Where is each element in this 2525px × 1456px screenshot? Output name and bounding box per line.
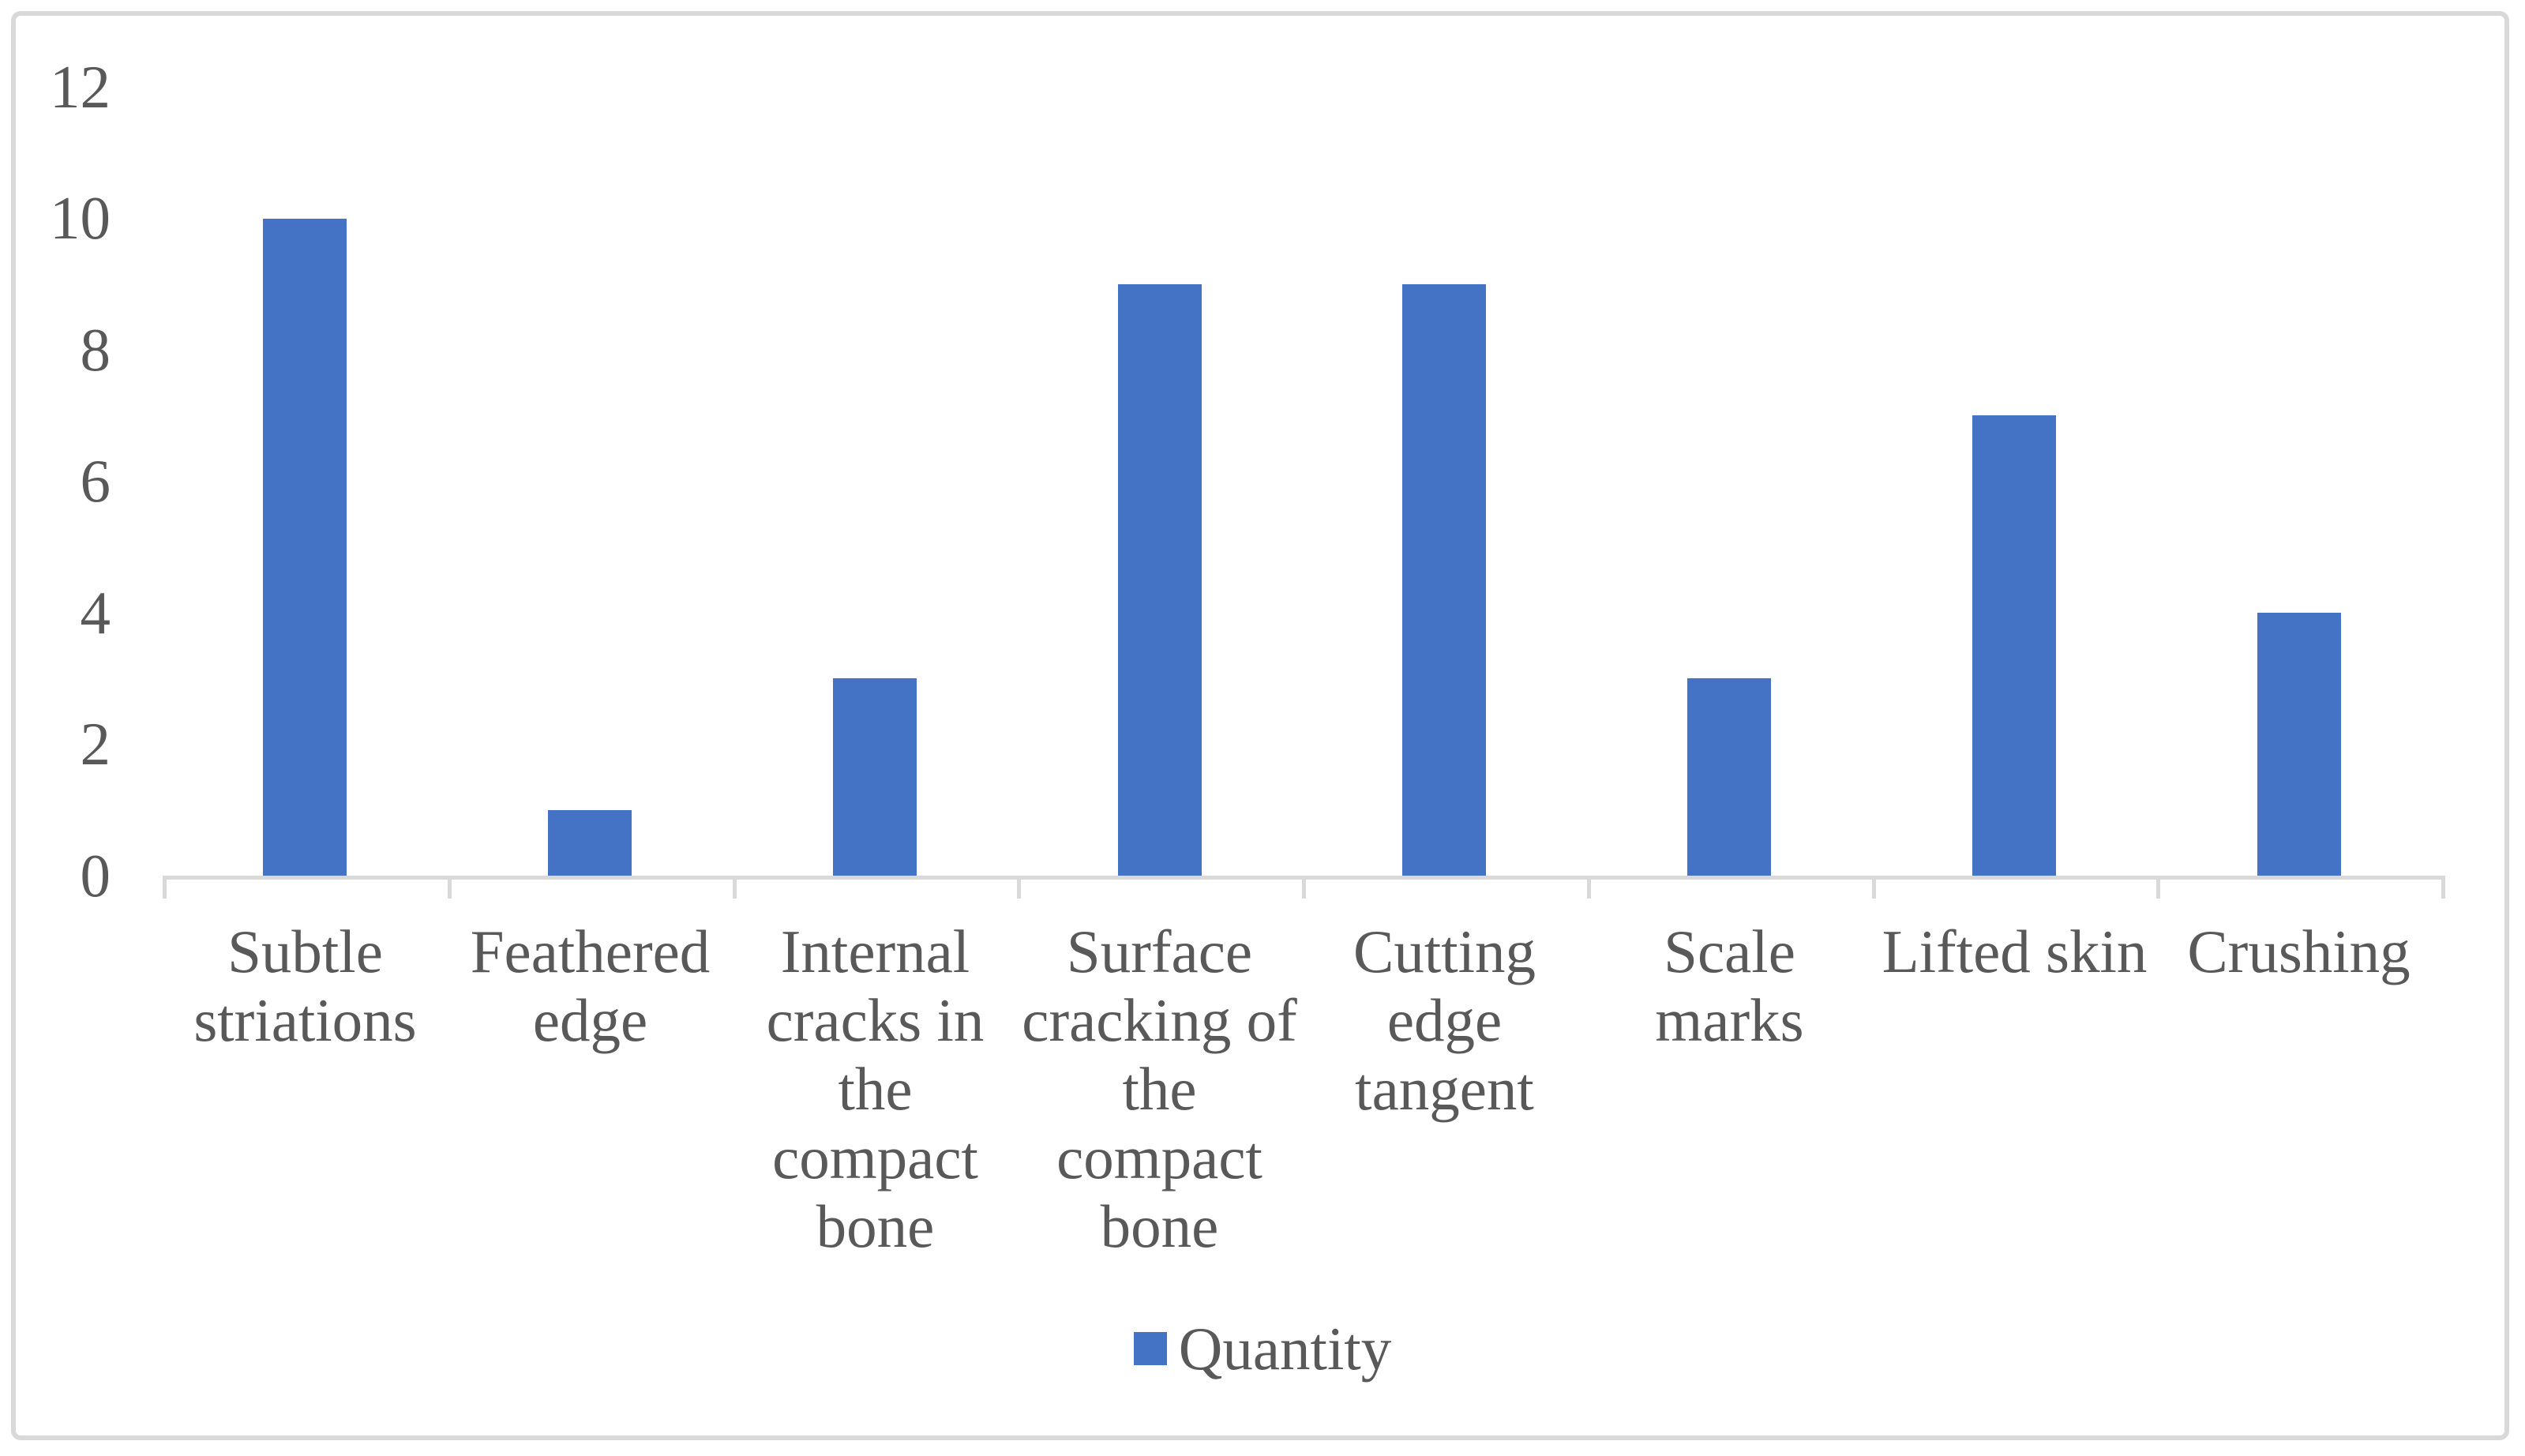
y-axis-tick-label: 0 xyxy=(80,841,111,910)
x-axis-tick-mark xyxy=(1872,876,1876,899)
legend-label: Quantity xyxy=(1178,1315,1392,1383)
chart-figure-border xyxy=(11,11,2509,1440)
x-axis-tick-mark xyxy=(2156,876,2160,899)
x-axis-label-line: bone xyxy=(816,1192,935,1260)
x-axis-tick-mark xyxy=(733,876,737,899)
x-axis-label-line: cracks in xyxy=(766,986,985,1054)
x-axis-label-line: edge xyxy=(532,986,648,1054)
x-axis-tick-mark xyxy=(2441,876,2445,899)
x-axis-category-label: Internal cracks in the compact bone xyxy=(733,918,1018,1261)
bar-internal-cracks-in-the-compact-bone xyxy=(833,678,917,876)
x-axis-label-line: Scale xyxy=(1664,918,1795,985)
x-axis-label-line: bone xyxy=(1100,1192,1219,1260)
bar-feathered-edge xyxy=(548,809,632,876)
x-axis-label-line: tangent xyxy=(1355,1055,1534,1123)
x-axis-tick-mark xyxy=(448,876,452,899)
bar-subtle-striations xyxy=(263,218,347,876)
x-axis-tick-mark xyxy=(1017,876,1021,899)
legend-swatch-icon xyxy=(1133,1332,1167,1365)
y-axis-tick-label: 2 xyxy=(80,710,111,778)
x-axis-label-line: cracking of xyxy=(1022,986,1297,1054)
x-axis-label-line: Internal xyxy=(780,918,970,985)
x-axis-label-line: Cutting xyxy=(1353,918,1536,985)
y-axis-tick-label: 4 xyxy=(80,578,111,647)
x-axis-tick-mark xyxy=(1587,876,1591,899)
x-axis-label-line: compact xyxy=(772,1124,978,1191)
x-axis-category-label: Surface cracking of the compact bone xyxy=(1017,918,1302,1261)
x-axis-label-line: the xyxy=(1122,1055,1197,1123)
x-axis-label-line: Feathered xyxy=(470,918,711,985)
x-axis-category-label: Lifted skin xyxy=(1872,918,2157,986)
x-axis-tick-mark xyxy=(163,876,167,899)
y-axis-tick-label: 8 xyxy=(80,315,111,384)
x-axis-label-line: Crushing xyxy=(2187,918,2411,985)
y-axis-tick-label: 10 xyxy=(50,184,111,252)
x-axis-label-line: marks xyxy=(1655,986,1804,1054)
x-axis-category-label: Feathered edge xyxy=(448,918,733,1055)
legend: Quantity xyxy=(0,1317,2525,1380)
y-axis-tick-label: 6 xyxy=(80,447,111,515)
bar-scale-marks xyxy=(1687,678,1771,876)
x-axis-label-line: edge xyxy=(1386,986,1503,1054)
x-axis-label-line: compact xyxy=(1056,1124,1262,1191)
x-axis-label-line: Surface xyxy=(1066,918,1253,985)
bar-surface-cracking-of-the-compact-bone xyxy=(1118,283,1202,876)
x-axis-category-label: Subtle striations xyxy=(163,918,448,1055)
x-axis-category-label: Crushing xyxy=(2156,918,2441,986)
x-axis-label-line: striations xyxy=(193,986,417,1054)
x-axis-label-line: the xyxy=(838,1055,913,1123)
x-axis-tick-mark xyxy=(1302,876,1306,899)
y-axis-tick-label: 12 xyxy=(50,52,111,121)
bar-cutting-edge-tangent xyxy=(1402,283,1486,876)
x-axis-category-label: Scale marks xyxy=(1587,918,1872,1055)
bar-crushing xyxy=(2257,613,2341,876)
x-axis-label-line: Subtle xyxy=(227,918,383,985)
x-axis-category-label: Cutting edge tangent xyxy=(1302,918,1587,1124)
bar-lifted-skin xyxy=(1972,415,2056,876)
x-axis-label-line: Lifted skin xyxy=(1882,918,2148,985)
